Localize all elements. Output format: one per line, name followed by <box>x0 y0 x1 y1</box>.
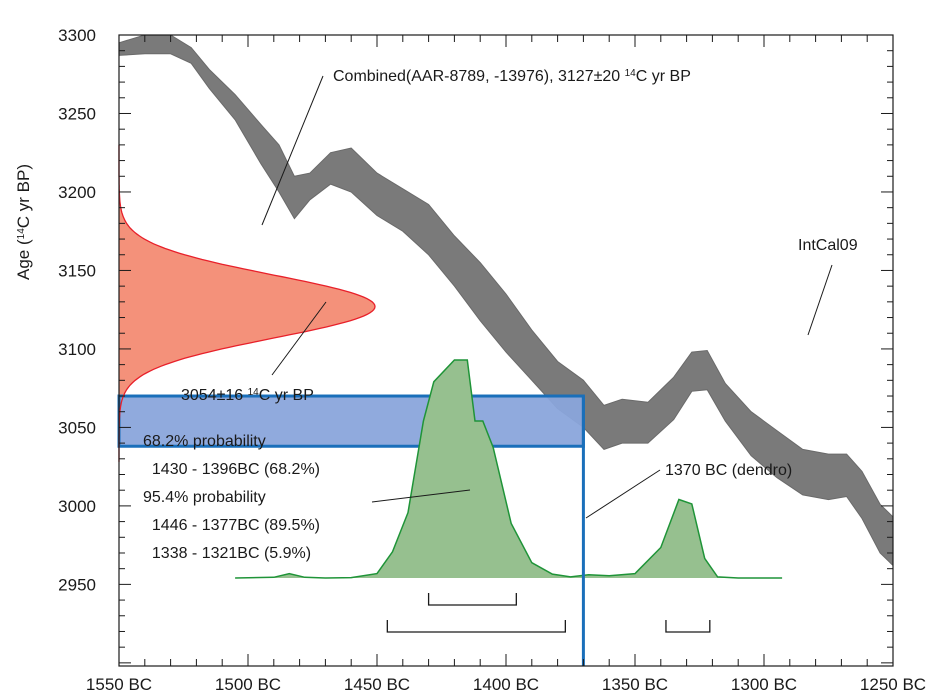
text-layer: 1550 BC 1500 BC 1450 BC 1400 BC 1350 BC 1300 … <box>14 26 926 691</box>
calibrated-distribution-curve <box>235 359 783 579</box>
axes-layer <box>118 34 894 667</box>
combined-probability-fill <box>119 144 375 462</box>
y-tick-label: 3100 <box>58 340 96 359</box>
combined-label: Combined(AAR-8789, -13976), 3127±20 14C … <box>333 68 691 86</box>
calibrated-distribution-fill <box>235 360 783 578</box>
measured-leader-line <box>271 301 327 376</box>
x-tick-label: 1550 BC <box>86 675 152 691</box>
fills-layer <box>117 34 894 578</box>
y-tick-label: 3300 <box>58 26 96 45</box>
probability-text-line: 1446 - 1377BC (89.5%) <box>143 517 320 534</box>
range-68-bracket <box>427 593 517 606</box>
probability-text-line: 1338 - 1321BC (5.9%) <box>143 545 311 562</box>
combined-probability-curve <box>118 144 376 462</box>
x-tick-label: 1500 BC <box>215 675 281 691</box>
range-95-bracket <box>386 620 566 633</box>
probability-text-line: 68.2% probability <box>143 433 266 450</box>
y-tick-label: 3000 <box>58 497 96 516</box>
dendro-leader-line <box>585 469 661 519</box>
y-tick-label: 3050 <box>58 418 96 437</box>
range-95-bracket <box>665 620 711 633</box>
intcal09-label: IntCal09 <box>798 237 858 254</box>
probability-leader-line <box>371 489 471 503</box>
x-tick-label: 1400 BC <box>473 675 539 691</box>
probability-text-line: 1430 - 1396BC (68.2%) <box>143 461 320 478</box>
measured-label: 3054±16 14C yr BP <box>181 387 314 405</box>
dendro-label: 1370 BC (dendro) <box>665 462 792 479</box>
probability-text-line: 95.4% probability <box>143 489 266 506</box>
x-tick-label: 1300 BC <box>731 675 797 691</box>
measured-age-band <box>117 394 585 448</box>
intcal09-leader-line <box>807 264 833 336</box>
x-tick-label: 1350 BC <box>602 675 668 691</box>
y-tick-label: 3200 <box>58 183 96 202</box>
y-tick-label: 3150 <box>58 261 96 280</box>
y-axis-label: Age (14C yr BP) <box>14 164 33 280</box>
combined-leader-line <box>261 75 324 226</box>
x-tick-label: 1250 BC <box>860 675 926 691</box>
y-tick-label: 2950 <box>58 575 96 594</box>
y-tick-label: 3250 <box>58 104 96 123</box>
lines-layer <box>118 75 833 666</box>
x-tick-label: 1450 BC <box>344 675 410 691</box>
